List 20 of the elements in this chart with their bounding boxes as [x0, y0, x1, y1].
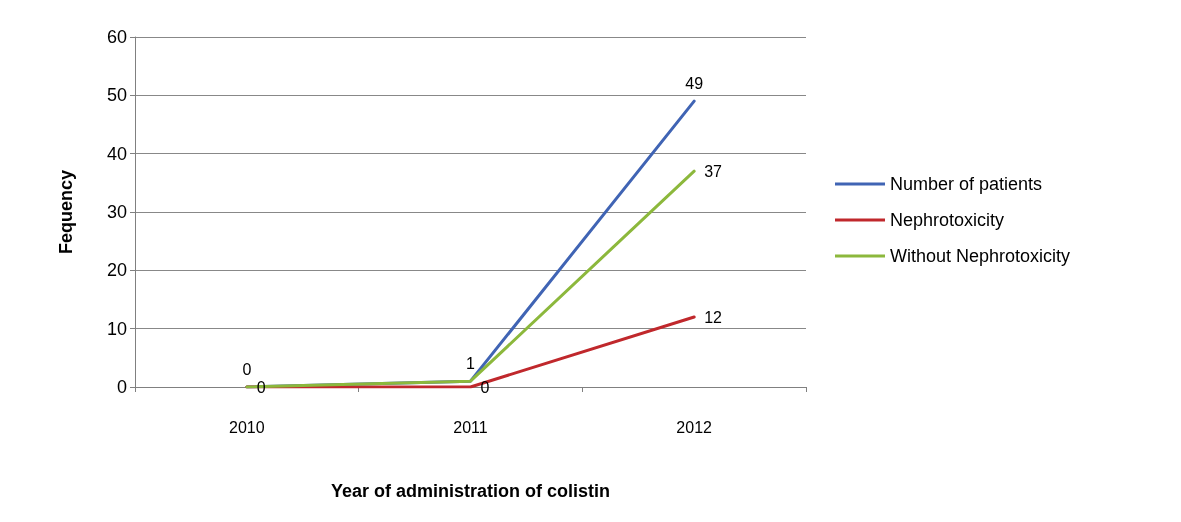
- data-label: 0: [242, 360, 252, 378]
- y-tick-label: 20: [106, 260, 127, 281]
- data-label: 49: [685, 74, 704, 92]
- y-tick-label: 0: [116, 377, 127, 397]
- y-axis-title: Fequency: [56, 169, 76, 255]
- legend-label: Without Nephrotoxicity: [890, 246, 1071, 266]
- legend-label: Nephrotoxicity: [890, 210, 1005, 230]
- data-label: 1: [466, 354, 476, 372]
- x-tick-label: 2010: [229, 418, 265, 436]
- y-tick-label: 30: [106, 202, 127, 222]
- legend-label: Number of patients: [890, 174, 1043, 194]
- x-tick-label: 2012: [676, 418, 713, 436]
- y-tick-label: 50: [106, 85, 127, 106]
- data-label: 12: [704, 308, 723, 326]
- x-tick-label: 2011: [453, 418, 488, 436]
- y-tick-label: 60: [106, 27, 127, 47]
- x-axis-title: Year of administration of colistin: [330, 481, 611, 501]
- y-tick-label: 40: [106, 143, 127, 164]
- data-label: 37: [704, 162, 723, 180]
- y-tick-label: 10: [106, 318, 127, 339]
